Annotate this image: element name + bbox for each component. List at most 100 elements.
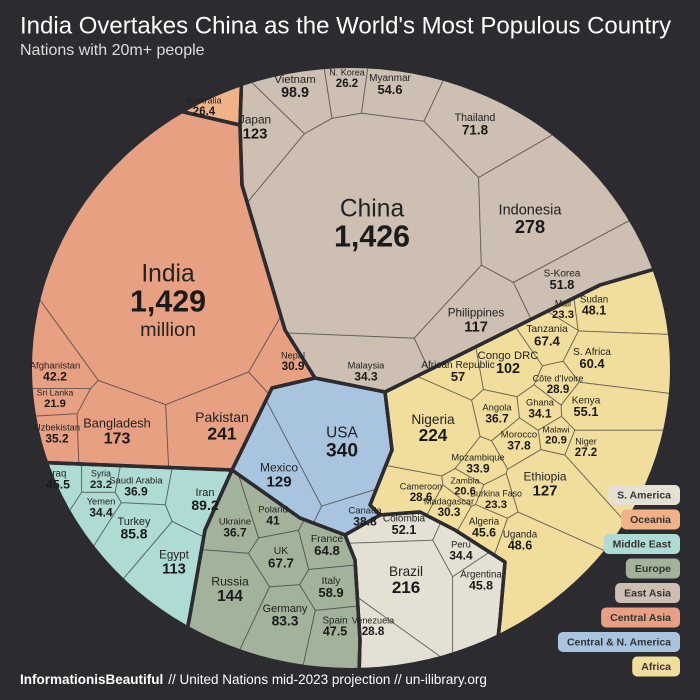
country-value: 71.8 — [462, 122, 489, 137]
country-value: 33.9 — [466, 461, 490, 475]
country-value: 37.8 — [507, 438, 531, 452]
country-name: India — [141, 260, 195, 287]
legend-swatch — [603, 534, 680, 554]
country-name: Côte d'Ivoire — [533, 374, 584, 384]
country-name: Germany — [263, 603, 308, 615]
country-name: Australia — [186, 96, 221, 106]
country-value: 340 — [326, 441, 358, 462]
country-value: 36.7 — [223, 525, 247, 539]
country-name: Sudan — [580, 294, 608, 305]
country-name: Spain — [322, 615, 347, 626]
country-name: Ethiopia — [524, 470, 567, 484]
country-name: UK — [274, 546, 289, 557]
country-value: 1,429 — [130, 285, 206, 319]
country-value: 48.6 — [508, 539, 532, 553]
country-name: Burkina Faso — [470, 489, 522, 499]
country-name: Sri Lanka — [37, 388, 74, 398]
legend: S. America Oceania Middle East Europe East A… — [557, 485, 680, 677]
country-name: Pakistan — [195, 409, 249, 425]
country-value: 28.8 — [362, 625, 385, 638]
country-name: Nigeria — [411, 412, 455, 427]
country-value: 45.6 — [472, 526, 496, 540]
country-name: Brazil — [389, 564, 423, 579]
country-value: 52.1 — [392, 523, 417, 537]
legend-label: S. America — [617, 489, 671, 501]
country-name: Indonesia — [499, 203, 563, 219]
country-value: 34.4 — [449, 548, 473, 562]
legend-label: Central Asia — [610, 612, 671, 624]
legend-label: Africa — [641, 661, 671, 673]
country-name: Argentina — [460, 569, 502, 580]
country-value: 34.4 — [89, 505, 113, 519]
country-name: Mozambique — [451, 453, 504, 463]
country-value: 34.1 — [528, 406, 552, 420]
country-name: Zambia — [451, 476, 480, 486]
country-value: 47.5 — [323, 625, 347, 639]
chart-title: India Overtakes China as the World's Mos… — [20, 12, 671, 39]
country-value: 26.2 — [336, 78, 358, 90]
country-value: 30.9 — [282, 360, 305, 373]
country-value: 173 — [104, 429, 131, 447]
country-name: Thailand — [455, 112, 496, 124]
footer: InformationisBeautiful // United Nations … — [20, 672, 487, 687]
country-value: 36.9 — [124, 484, 148, 498]
chart-subtitle: Nations with 20m+ people — [20, 42, 205, 59]
country-name: Russia — [211, 575, 249, 589]
country-name: Myanmar — [369, 73, 411, 84]
country-cell — [290, 605, 361, 668]
legend-label: Oceania — [630, 514, 671, 526]
region-border — [368, 248, 670, 668]
country-name: Canada — [348, 505, 382, 516]
country-name: Egypt — [159, 549, 189, 562]
country-name: Ukraine — [219, 515, 251, 526]
country-name: Mexico — [260, 461, 298, 475]
country-name: Vietnam — [274, 74, 315, 86]
country-value: 20.6 — [454, 486, 476, 498]
country-value: 35.2 — [45, 431, 69, 445]
unit-label: million — [140, 319, 196, 341]
country-name: Uganda — [503, 529, 538, 540]
country-name: Japan — [239, 113, 271, 127]
country-name: Uzbekistan — [34, 422, 80, 432]
country-name: Poland — [258, 504, 288, 515]
country-name: Mali — [555, 299, 571, 309]
country-value: 89.2 — [191, 497, 218, 513]
country-value: 42.2 — [43, 370, 67, 384]
country-name: Yemen — [87, 497, 116, 507]
country-name: China — [340, 195, 405, 222]
country-value: 67.7 — [268, 555, 294, 570]
country-value: 117 — [464, 319, 488, 335]
country-name: Turkey — [118, 516, 151, 528]
region-border — [32, 68, 317, 472]
country-name: N. Korea — [329, 68, 365, 78]
country-name: Saudi Arabia — [109, 474, 163, 485]
country-name: S. Africa — [573, 347, 611, 358]
country-value: 58.9 — [318, 585, 343, 600]
country-value: 216 — [392, 578, 420, 597]
country-value: 123 — [243, 126, 268, 142]
source: // United Nations mid-2023 projection //… — [168, 672, 487, 687]
country-name: France — [311, 534, 344, 545]
country-value: 51.8 — [550, 278, 575, 292]
legend-label: East Asia — [624, 587, 671, 599]
country-value: 98.9 — [281, 85, 309, 101]
country-cell — [356, 596, 471, 668]
country-value: 41 — [266, 513, 280, 527]
country-name: Algeria — [469, 516, 500, 527]
country-name: Morocco — [501, 429, 537, 440]
legend-swatch — [621, 509, 680, 530]
country-value: 55.1 — [574, 404, 599, 419]
country-value: 21.9 — [44, 398, 66, 410]
country-value: 64.8 — [314, 543, 340, 558]
legend-swatch — [625, 558, 680, 579]
country-value: 23.3 — [552, 309, 574, 321]
country-name: African Republic — [421, 360, 495, 371]
legend-label: Middle East — [613, 538, 672, 550]
country-value: 85.8 — [120, 526, 147, 542]
country-value: 224 — [419, 425, 448, 445]
country-name: Tanzania — [526, 324, 568, 335]
country-name: Ghana — [526, 398, 555, 408]
country-value: 28.6 — [410, 491, 433, 504]
country-name: Angola — [482, 401, 512, 412]
